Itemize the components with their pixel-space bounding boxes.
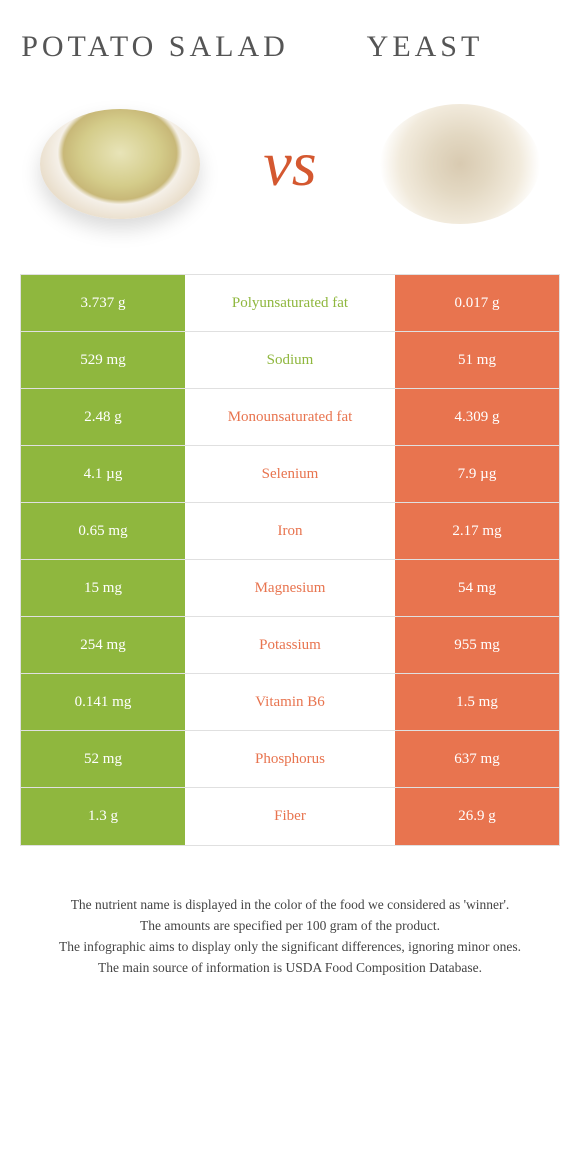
right-value-cell: 1.5 mg	[395, 674, 559, 730]
table-row: 254 mgPotassium955 mg	[21, 617, 559, 674]
left-value-cell: 4.1 µg	[21, 446, 185, 502]
table-row: 52 mgPhosphorus637 mg	[21, 731, 559, 788]
right-value-cell: 54 mg	[395, 560, 559, 616]
right-food-image	[370, 94, 550, 234]
left-value-cell: 254 mg	[21, 617, 185, 673]
nutrient-label-cell: Potassium	[185, 617, 395, 673]
left-value-cell: 2.48 g	[21, 389, 185, 445]
table-row: 0.141 mgVitamin B61.5 mg	[21, 674, 559, 731]
nutrient-label-cell: Selenium	[185, 446, 395, 502]
footnote-line: The main source of information is USDA F…	[40, 959, 540, 978]
right-food-title: YEAST	[290, 30, 560, 64]
left-value-cell: 52 mg	[21, 731, 185, 787]
left-food-title: POTATO SALAD	[20, 30, 290, 64]
vs-label: vs	[263, 127, 316, 201]
right-value-cell: 26.9 g	[395, 788, 559, 845]
left-value-cell: 0.141 mg	[21, 674, 185, 730]
left-value-cell: 3.737 g	[21, 275, 185, 331]
table-row: 529 mgSodium51 mg	[21, 332, 559, 389]
footnote-line: The amounts are specified per 100 gram o…	[40, 917, 540, 936]
table-row: 3.737 gPolyunsaturated fat0.017 g	[21, 275, 559, 332]
nutrient-label-cell: Monounsaturated fat	[185, 389, 395, 445]
nutrient-label-cell: Fiber	[185, 788, 395, 845]
nutrient-label-cell: Sodium	[185, 332, 395, 388]
right-value-cell: 0.017 g	[395, 275, 559, 331]
table-row: 0.65 mgIron2.17 mg	[21, 503, 559, 560]
table-row: 2.48 gMonounsaturated fat4.309 g	[21, 389, 559, 446]
right-value-cell: 51 mg	[395, 332, 559, 388]
right-value-cell: 955 mg	[395, 617, 559, 673]
table-row: 1.3 gFiber26.9 g	[21, 788, 559, 845]
nutrient-label-cell: Vitamin B6	[185, 674, 395, 730]
left-value-cell: 529 mg	[21, 332, 185, 388]
right-value-cell: 637 mg	[395, 731, 559, 787]
header-row: POTATO SALAD YEAST	[20, 30, 560, 64]
left-value-cell: 0.65 mg	[21, 503, 185, 559]
left-value-cell: 1.3 g	[21, 788, 185, 845]
right-value-cell: 4.309 g	[395, 389, 559, 445]
right-value-cell: 2.17 mg	[395, 503, 559, 559]
potato-salad-icon	[40, 109, 200, 219]
footnote-line: The infographic aims to display only the…	[40, 938, 540, 957]
nutrient-label-cell: Phosphorus	[185, 731, 395, 787]
footnotes: The nutrient name is displayed in the co…	[20, 896, 560, 978]
nutrient-label-cell: Iron	[185, 503, 395, 559]
yeast-icon	[380, 104, 540, 224]
comparison-table: 3.737 gPolyunsaturated fat0.017 g529 mgS…	[20, 274, 560, 846]
footnote-line: The nutrient name is displayed in the co…	[40, 896, 540, 915]
left-food-image	[30, 94, 210, 234]
nutrient-label-cell: Magnesium	[185, 560, 395, 616]
nutrient-label-cell: Polyunsaturated fat	[185, 275, 395, 331]
image-row: vs	[20, 94, 560, 234]
table-row: 4.1 µgSelenium7.9 µg	[21, 446, 559, 503]
table-row: 15 mgMagnesium54 mg	[21, 560, 559, 617]
right-value-cell: 7.9 µg	[395, 446, 559, 502]
left-value-cell: 15 mg	[21, 560, 185, 616]
